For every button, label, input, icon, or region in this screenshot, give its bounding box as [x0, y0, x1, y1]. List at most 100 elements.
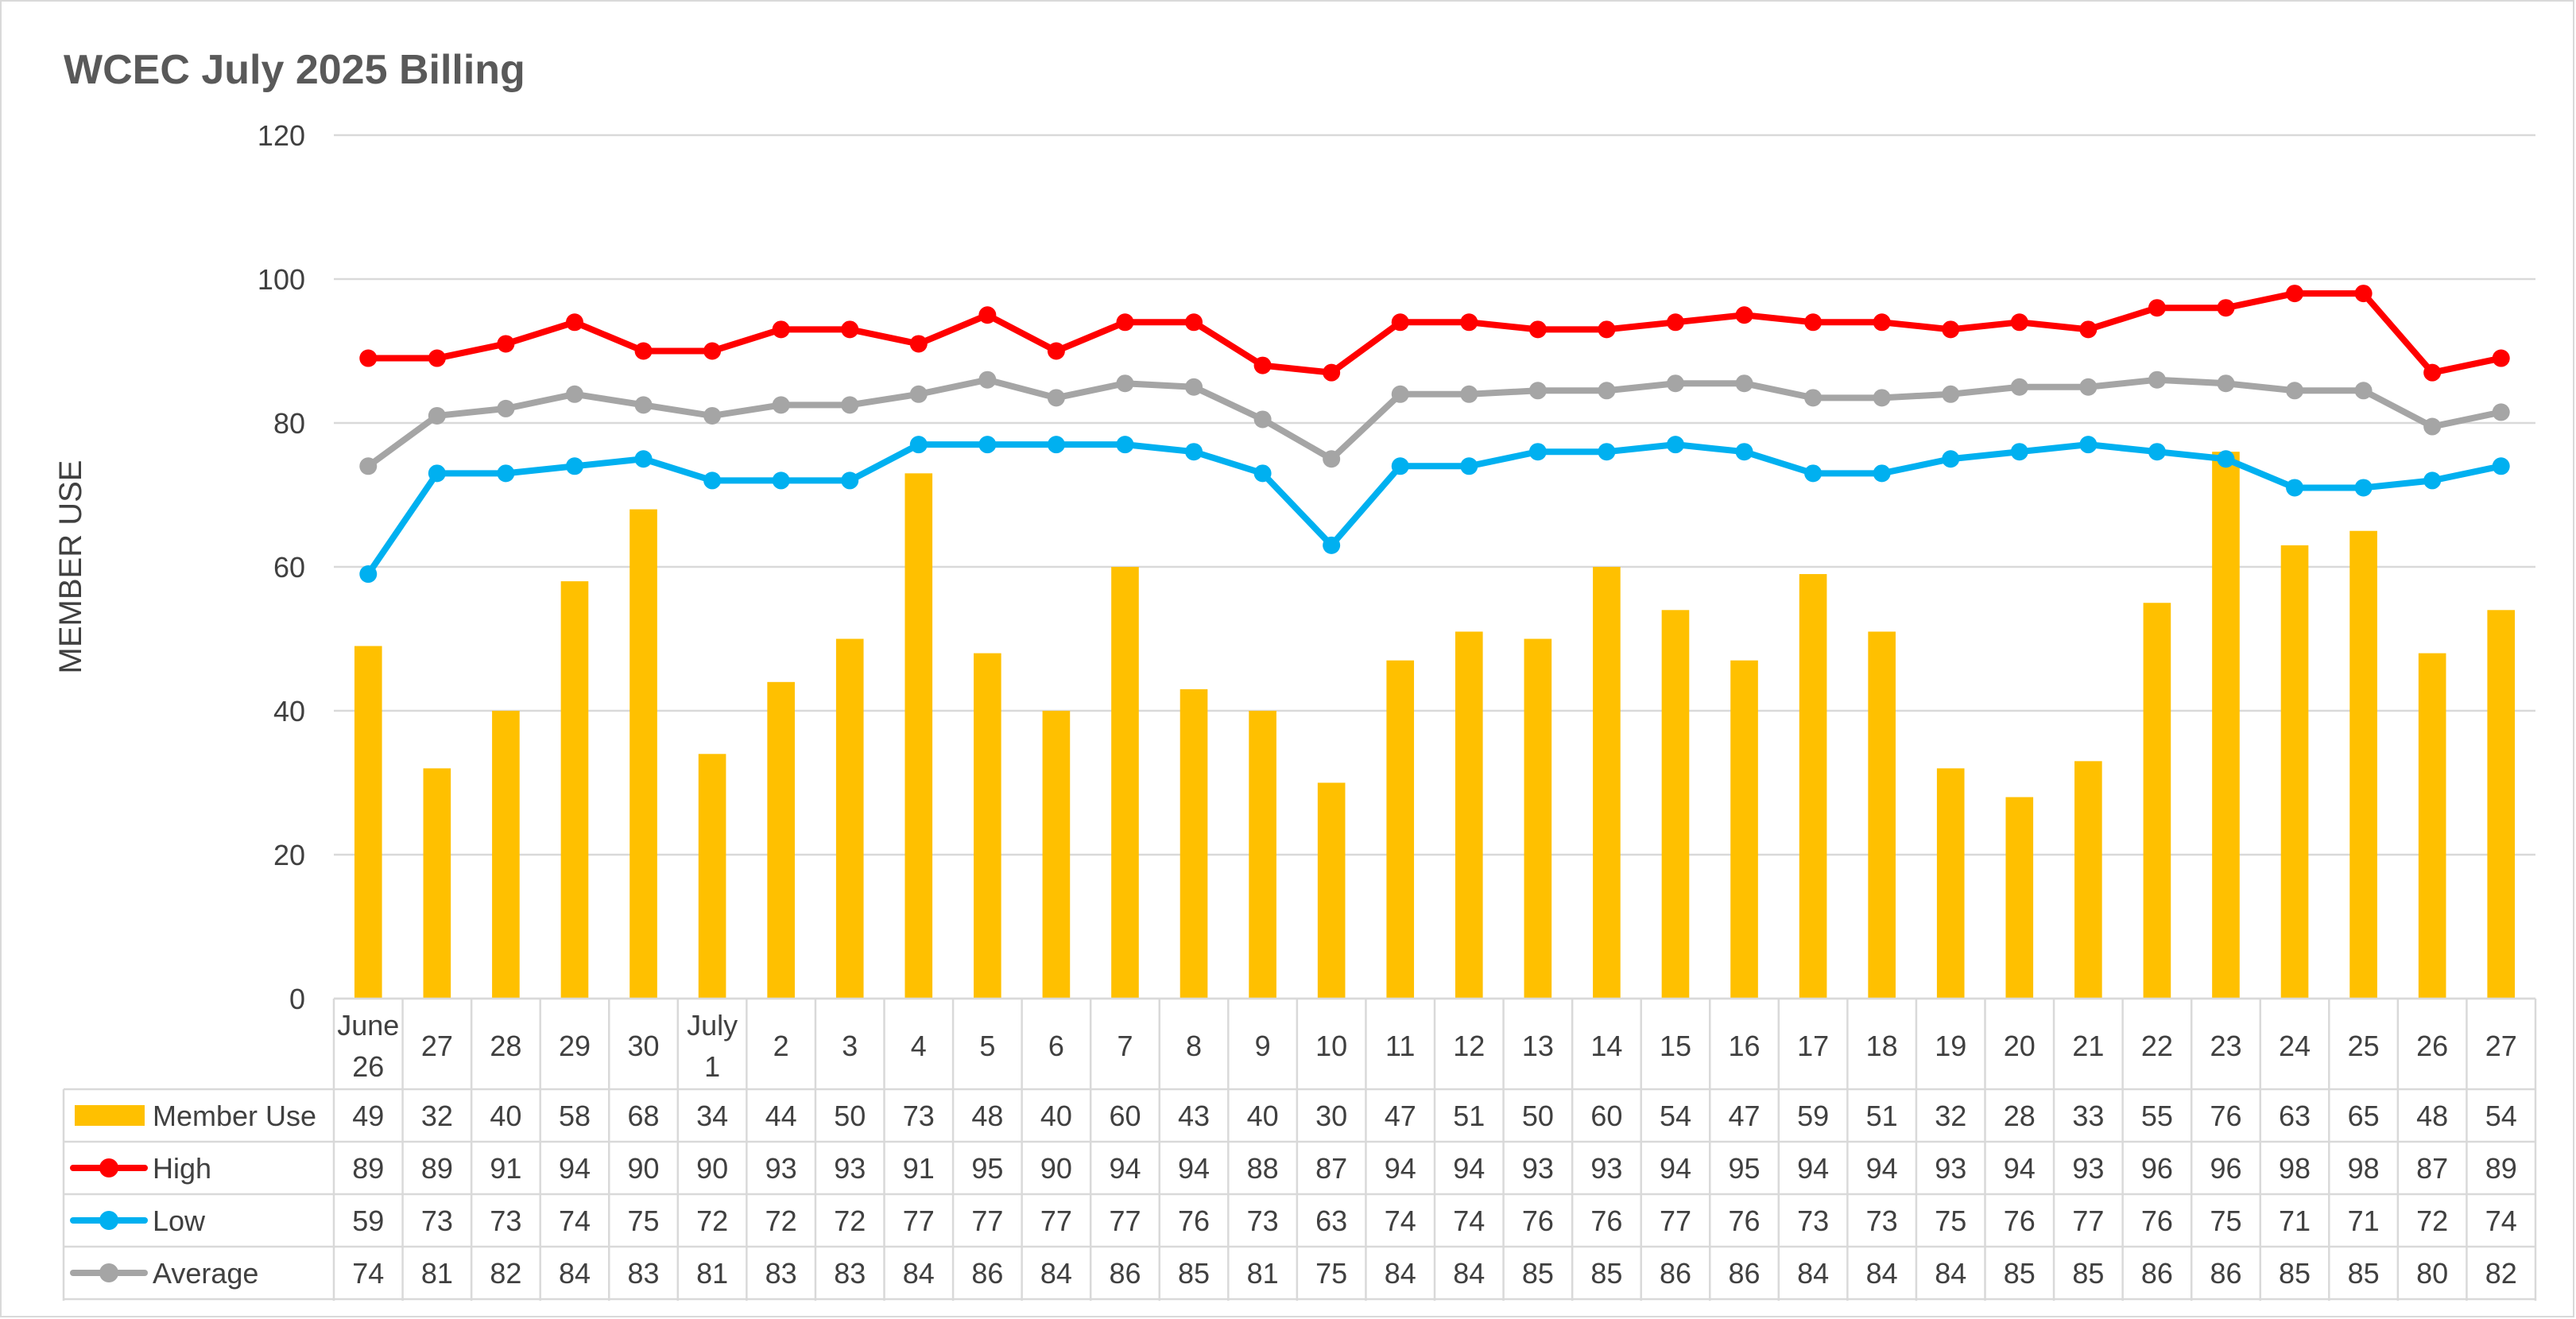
table-cell-high: 91 — [903, 1152, 935, 1185]
point-low — [1460, 457, 1478, 475]
point-high — [2286, 285, 2304, 303]
x-tick-label: 1 — [704, 1050, 720, 1083]
table-cell-high: 95 — [1729, 1152, 1761, 1185]
table-cell-high: 94 — [1797, 1152, 1829, 1185]
table-cell-average: 81 — [421, 1257, 453, 1290]
table-cell-low: 77 — [1660, 1205, 1691, 1237]
table-cell-high: 94 — [1660, 1152, 1691, 1185]
x-tick-label: June — [337, 1009, 399, 1042]
table-cell-high: 93 — [834, 1152, 866, 1185]
point-average — [1735, 374, 1753, 393]
point-average — [841, 396, 859, 414]
x-tick-label: 28 — [490, 1030, 521, 1062]
x-tick-label: 26 — [2416, 1030, 2448, 1062]
table-cell-high: 93 — [1522, 1152, 1554, 1185]
bar-member-use — [2143, 603, 2171, 999]
point-average — [772, 396, 790, 414]
table-cell-low: 73 — [1797, 1205, 1829, 1237]
table-cell-low: 72 — [696, 1205, 728, 1237]
table-cell-average: 85 — [2072, 1257, 2104, 1290]
point-high — [2354, 285, 2373, 303]
table-cell-member-use: 50 — [834, 1100, 866, 1132]
point-average — [359, 457, 378, 475]
point-average — [428, 406, 446, 425]
table-cell-low: 76 — [2141, 1205, 2173, 1237]
table-cell-average: 81 — [696, 1257, 728, 1290]
line-low — [365, 441, 2504, 578]
table-cell-low: 72 — [2416, 1205, 2448, 1237]
table-cell-low: 72 — [765, 1205, 797, 1237]
bar-member-use — [974, 653, 1001, 999]
table-cell-average: 85 — [1522, 1257, 1554, 1290]
point-high — [1942, 320, 1960, 339]
point-low — [1942, 450, 1960, 468]
point-low — [1528, 443, 1547, 461]
table-cell-average: 83 — [834, 1257, 866, 1290]
bar-member-use — [1868, 631, 1896, 999]
point-average — [1873, 389, 1891, 407]
table-cell-member-use: 40 — [1040, 1100, 1072, 1132]
point-high — [1598, 320, 1616, 339]
table-cell-member-use: 59 — [1797, 1100, 1829, 1132]
legend-marker-average — [99, 1263, 118, 1282]
table-cell-high: 93 — [1590, 1152, 1622, 1185]
point-average — [1528, 382, 1547, 400]
table-cell-low: 76 — [1522, 1205, 1554, 1237]
table-cell-low: 59 — [352, 1205, 384, 1237]
table-cell-low: 77 — [971, 1205, 1003, 1237]
x-tick-label: 13 — [1522, 1030, 1554, 1062]
table-cell-average: 81 — [1247, 1257, 1279, 1290]
point-low — [565, 457, 583, 475]
table-cell-high: 87 — [1315, 1152, 1347, 1185]
table-cell-low: 71 — [2279, 1205, 2311, 1237]
table-cell-member-use: 33 — [2072, 1100, 2104, 1132]
table-cell-low: 74 — [1385, 1205, 1416, 1237]
legend-label-member-use: Member Use — [153, 1100, 316, 1132]
table-cell-low: 72 — [834, 1205, 866, 1237]
table-cell-average: 84 — [1797, 1257, 1829, 1290]
table-cell-member-use: 63 — [2279, 1100, 2311, 1132]
bar-member-use — [2212, 452, 2240, 999]
table-cell-high: 98 — [2279, 1152, 2311, 1185]
table-cell-average: 85 — [1590, 1257, 1622, 1290]
table-cell-average: 82 — [2485, 1257, 2517, 1290]
point-high — [978, 306, 997, 324]
x-tick-label: July — [687, 1009, 738, 1042]
table-cell-low: 74 — [559, 1205, 591, 1237]
table-cell-member-use: 73 — [903, 1100, 935, 1132]
point-high — [1735, 306, 1753, 324]
table-cell-average: 84 — [1040, 1257, 1072, 1290]
table-cell-member-use: 48 — [2416, 1100, 2448, 1132]
table-cell-low: 75 — [2210, 1205, 2241, 1237]
table-cell-average: 83 — [765, 1257, 797, 1290]
point-average — [1253, 410, 1272, 429]
point-high — [1528, 320, 1547, 339]
bar-member-use — [1936, 768, 1965, 999]
point-high — [2148, 299, 2166, 317]
point-average — [1323, 450, 1341, 468]
point-average — [703, 406, 722, 425]
table-cell-high: 94 — [1385, 1152, 1416, 1185]
point-low — [703, 471, 722, 490]
table-cell-average: 80 — [2416, 1257, 2448, 1290]
point-low — [1804, 464, 1823, 483]
table-cell-low: 77 — [903, 1205, 935, 1237]
table-cell-high: 95 — [971, 1152, 1003, 1185]
x-tick-label: 23 — [2210, 1030, 2241, 1062]
point-low — [634, 450, 653, 468]
point-average — [497, 399, 515, 417]
table-cell-low: 74 — [1453, 1205, 1485, 1237]
table-cell-low: 73 — [1866, 1205, 1898, 1237]
table-cell-high: 91 — [490, 1152, 521, 1185]
bar-member-use — [492, 711, 520, 999]
bar-member-use — [560, 581, 589, 999]
legend-label-high: High — [153, 1152, 211, 1185]
x-tick-label: 7 — [1117, 1030, 1133, 1062]
table-cell-average: 75 — [1315, 1257, 1347, 1290]
table-cell-high: 94 — [1178, 1152, 1210, 1185]
bar-member-use — [354, 646, 382, 999]
table-cell-member-use: 44 — [765, 1100, 797, 1132]
table-cell-average: 74 — [352, 1257, 384, 1290]
x-tick-label: 9 — [1255, 1030, 1271, 1062]
